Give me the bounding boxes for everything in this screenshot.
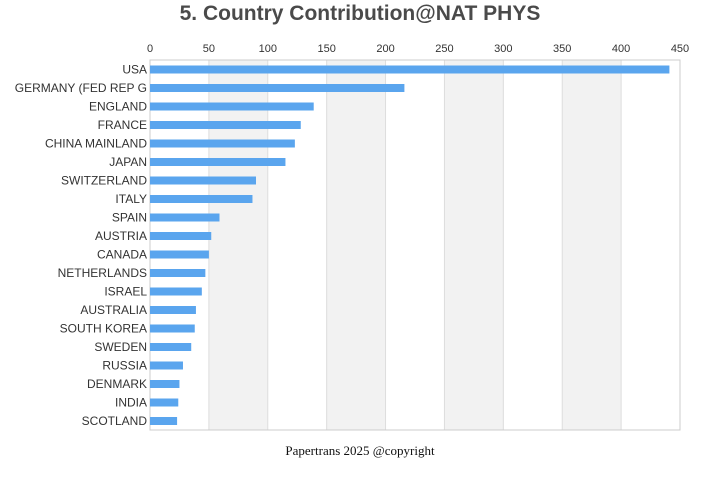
chart-title: 5. Country Contribution@NAT PHYS [179, 2, 541, 25]
plot-border [149, 59, 681, 431]
category-label: RUSSIA [102, 359, 147, 373]
bar [150, 121, 301, 129]
bar [150, 195, 253, 203]
bar [150, 417, 178, 425]
category-label: FRANCE [98, 118, 147, 132]
background-band [208, 60, 268, 430]
category-label: SWEDEN [94, 340, 147, 354]
category-label: SOUTH KOREA [60, 322, 147, 336]
bar [150, 287, 202, 296]
bar [150, 213, 220, 222]
x-tick-label: 0 [147, 43, 153, 55]
bar [150, 250, 209, 259]
bar [150, 343, 192, 351]
category-label: USA [122, 63, 147, 77]
category-label: CHINA MAINLAND [45, 137, 147, 151]
category-label: AUSTRALIA [80, 303, 147, 317]
category-label: CANADA [97, 248, 147, 262]
x-axis-ticks: 0 50 100 150 200 250 300 350 400 450 [147, 43, 689, 55]
bar [150, 361, 183, 370]
category-label: ITALY [115, 192, 147, 206]
bar [150, 139, 295, 148]
x-tick-label: 150 [317, 43, 335, 55]
background-band [444, 60, 504, 430]
category-label: ISRAEL [104, 285, 147, 299]
background-bands [208, 60, 622, 430]
background-band [326, 60, 386, 430]
x-tick-label: 100 [259, 43, 277, 55]
category-label: INDIA [115, 396, 147, 410]
category-label: ENGLAND [89, 100, 147, 114]
bar [150, 232, 212, 240]
bar [150, 65, 670, 74]
x-tick-label: 350 [553, 43, 571, 55]
category-label: NETHERLANDS [58, 266, 147, 280]
bar [150, 269, 206, 277]
x-tick-label: 300 [494, 43, 512, 55]
background-band [562, 60, 622, 430]
bar [150, 158, 286, 166]
x-tick-label: 450 [671, 43, 689, 55]
category-label: SCOTLAND [82, 414, 148, 428]
category-label: DENMARK [87, 377, 147, 391]
category-label: GERMANY (FED REP G [15, 81, 147, 95]
category-label: SWITZERLAND [61, 174, 147, 188]
bars [150, 65, 670, 425]
x-tick-label: 200 [376, 43, 394, 55]
category-label: JAPAN [109, 155, 147, 169]
bar [150, 306, 196, 314]
bar [150, 176, 256, 185]
category-label: AUSTRIA [95, 229, 147, 243]
bar [150, 398, 179, 407]
x-tick-label: 250 [435, 43, 453, 55]
bar [150, 102, 314, 111]
copyright-footer: Papertrans 2025 @copyright [285, 443, 435, 458]
bar [150, 324, 195, 333]
category-label: SPAIN [112, 211, 147, 225]
bar [150, 84, 405, 92]
category-labels: USA GERMANY (FED REP G ENGLAND FRANCE CHINA … [15, 63, 148, 429]
x-tick-label: 400 [612, 43, 630, 55]
bar [150, 380, 180, 388]
x-tick-label: 50 [203, 43, 215, 55]
